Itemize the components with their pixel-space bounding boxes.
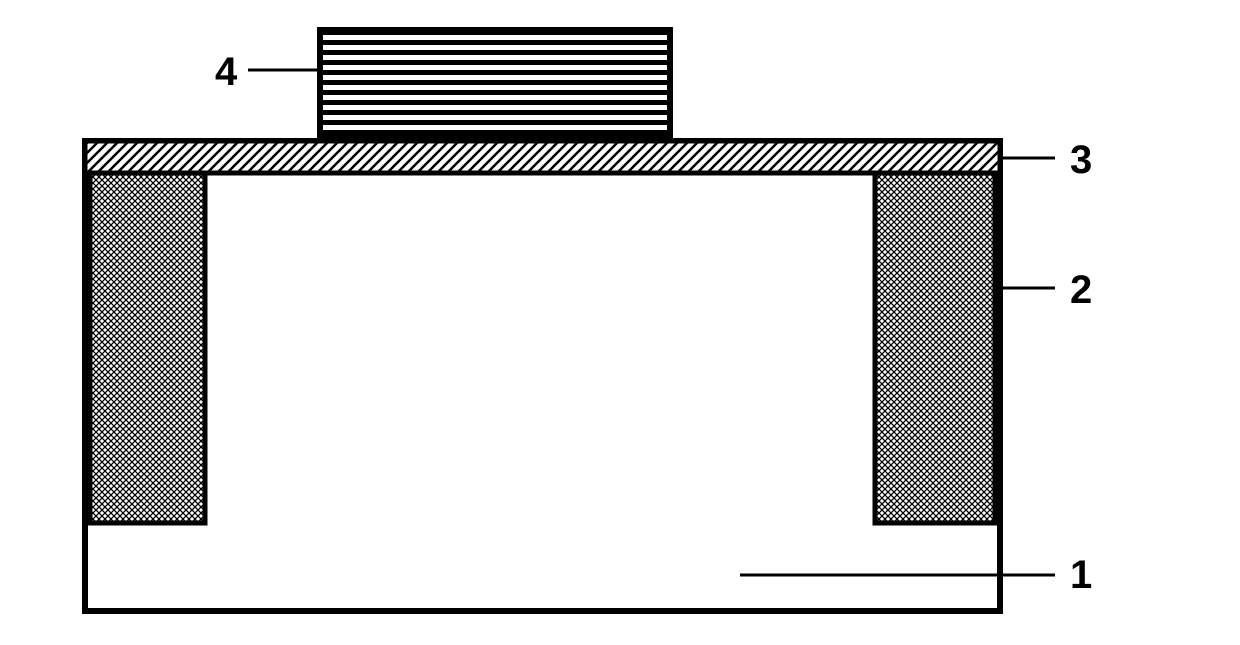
layer-2-right — [875, 173, 995, 523]
layer-2-left — [90, 173, 205, 523]
diagram-canvas: 1 2 3 4 — [0, 0, 1240, 640]
label-2: 2 — [1070, 270, 1092, 310]
label-1: 1 — [1070, 555, 1092, 595]
layer-3 — [85, 141, 1000, 173]
diagram-svg — [0, 0, 1240, 640]
substrate-outline — [85, 141, 1000, 611]
label-4: 4 — [215, 52, 237, 92]
layer-4 — [320, 30, 670, 138]
label-3: 3 — [1070, 140, 1092, 180]
